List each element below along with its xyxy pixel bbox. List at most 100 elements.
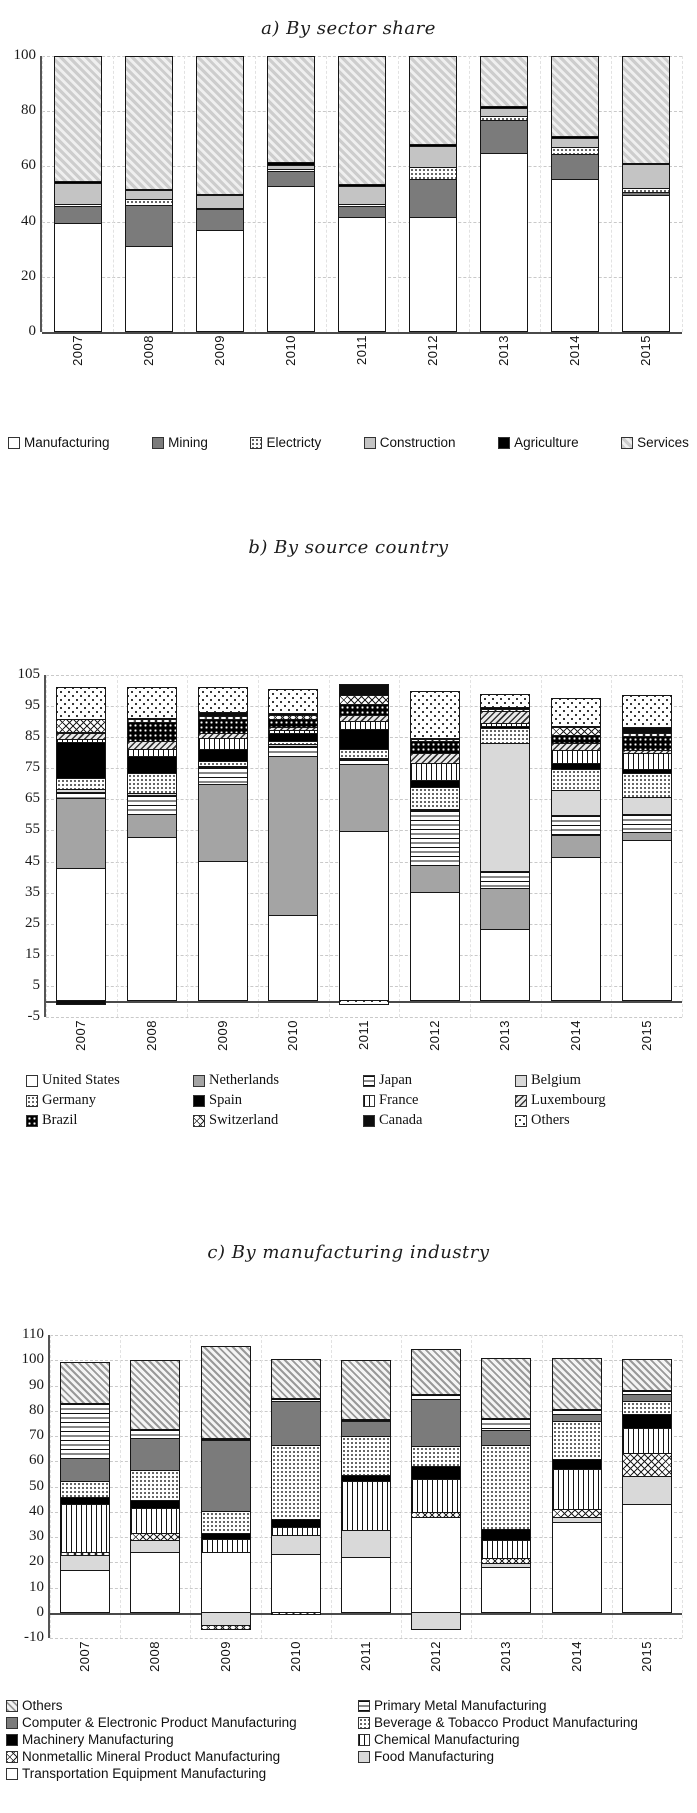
bar-segment [622,1476,671,1505]
stacked-bar-2015 [622,56,671,332]
stacked-bar-2008 [127,687,177,1002]
bar-segment [481,887,530,930]
bar-segment [271,1401,320,1446]
vertical-gridline [540,675,542,1017]
bar-segment [57,798,106,868]
y-tick-label: 55 [25,821,40,838]
legend-item: Mining [152,435,208,450]
legend-swatch-cross-icon [6,1750,18,1763]
bar-segment [481,105,528,108]
y-tick-label: 75 [25,759,40,776]
x-category-label: 2011 [354,335,369,365]
bar-segment [552,154,599,179]
bar-segment [481,120,528,153]
legend-swatch-blackdots-icon [26,1114,38,1127]
x-category-label: 2012 [425,335,441,366]
bar-segment [481,929,530,1001]
stacked-bar-2007 [60,1361,111,1613]
bar-segment [269,745,318,757]
bar-segment [198,765,247,768]
bar-segment [128,773,176,794]
legend-item: United States [26,1072,193,1089]
bar-segment [481,57,528,106]
bar-segment [552,135,599,138]
bar-segment [267,57,314,163]
legend-label: Agriculture [514,435,579,450]
bar-segment [622,1359,671,1391]
bar-segment [552,727,600,735]
legend-label: Food Manufacturing [374,1749,495,1764]
bar-segment [342,1475,390,1482]
bar-segment [271,1612,320,1615]
bar-segment [125,188,172,190]
legend-label: Others [531,1112,570,1128]
chart-b-legend: United States Netherlands Japan Belgium Germ… [0,1072,697,1129]
vertical-gridline [255,56,257,332]
bar-segment [622,796,671,814]
stacked-bar-2008 [124,56,173,332]
bar-segment [201,1511,250,1533]
bar-segment [622,813,671,833]
bar-segment [410,753,459,763]
y-tick-label: 65 [25,790,40,807]
legend-swatch-lightgray2-icon [358,1750,370,1763]
bar-segment [622,1390,671,1394]
legend-label: Nonmetallic Mineral Product Manufacturin… [22,1749,281,1764]
bar-segment [196,229,243,331]
bar-segment [196,209,243,230]
bar-segment [623,192,670,196]
stacked-bar-2011 [338,56,386,332]
bar-segment [340,748,388,758]
stacked-bar-2009 [195,56,244,332]
bar-segment [340,728,388,749]
legend-label: Manufacturing [24,435,110,450]
bar-segment [61,1457,110,1482]
bar-segment [410,810,459,865]
vertical-gridline [471,1335,473,1638]
bar-segment [410,144,457,147]
bar-segment [410,808,459,811]
bar-segment [125,189,172,200]
bar-segment [412,1349,461,1394]
bar-segment [410,787,459,809]
legend-swatch-white-icon [6,1767,18,1780]
x-axis-line [50,1612,682,1615]
y-tick-label: 70 [29,1427,44,1443]
stacked-bar-2011 [339,684,389,1002]
bar-segment [196,195,243,208]
bar-segment [552,1468,601,1510]
bar-segment [482,1566,531,1612]
stacked-bar-2012 [409,56,458,332]
bar-segment [622,727,671,734]
stacked-bar-2013 [480,694,531,1002]
bar-segment [339,185,385,204]
y-tick-label: 25 [25,914,40,931]
bar-segment [622,753,671,769]
bar-segment [622,1413,671,1428]
stacked-bar-2015 [621,695,672,1002]
bar-segment [410,146,457,167]
stacked-bar-2015 [621,1358,672,1613]
chart-c-title: c) By manufacturing industry [207,1242,490,1263]
legend-item: Belgium [515,1072,697,1089]
bar-segment [342,1556,390,1612]
bar-segment [552,742,600,751]
bar-segment [196,57,243,195]
bar-segment [340,757,388,760]
y-tick-label: 10 [29,1578,44,1595]
bar-segment [552,835,600,857]
bar-segment [57,1001,106,1004]
bar-segment [552,1358,601,1409]
stacked-bar-2009 [200,1346,251,1613]
bar-segment [552,1408,601,1414]
bar-segment [552,1458,601,1469]
bar-segment [623,57,670,163]
stacked-bar-negative-2010 [270,1612,321,1616]
stacked-bar-2014 [551,56,600,332]
vertical-gridline [682,56,683,332]
vertical-gridline [610,56,612,332]
bar-segment [201,1347,250,1438]
legend-label: Spain [209,1092,243,1108]
bar-segment [410,740,459,754]
bar-segment [125,246,172,331]
